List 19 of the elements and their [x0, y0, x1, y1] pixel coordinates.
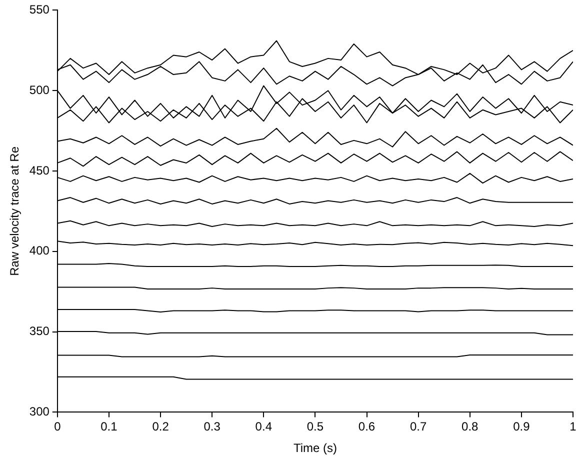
y-tick-label: 350: [29, 324, 50, 338]
x-tick-label: 0.8: [462, 420, 479, 434]
x-tick-label: 0.3: [204, 420, 221, 434]
x-tick-label: 0.7: [410, 420, 427, 434]
y-tick-label: 550: [29, 2, 50, 17]
y-tick-label: 400: [29, 244, 50, 258]
x-tick-label: 0.2: [152, 420, 170, 434]
y-tick-label: 450: [29, 163, 50, 178]
y-tick-label: 300: [29, 404, 50, 419]
x-axis-title: Time (s): [293, 441, 337, 456]
x-tick-label: 0.6: [358, 420, 376, 434]
x-tick-label: 0: [54, 420, 62, 434]
x-tick-label: 1: [570, 420, 577, 434]
x-tick-label: 0.1: [100, 420, 118, 434]
y-axis-title: Raw velocity trace at Re: [8, 146, 22, 276]
x-tick-label: 0.4: [255, 420, 272, 434]
x-tick-label: 0.5: [306, 420, 324, 434]
x-tick-label: 0.9: [513, 420, 530, 434]
y-tick-label: 500: [29, 82, 50, 97]
